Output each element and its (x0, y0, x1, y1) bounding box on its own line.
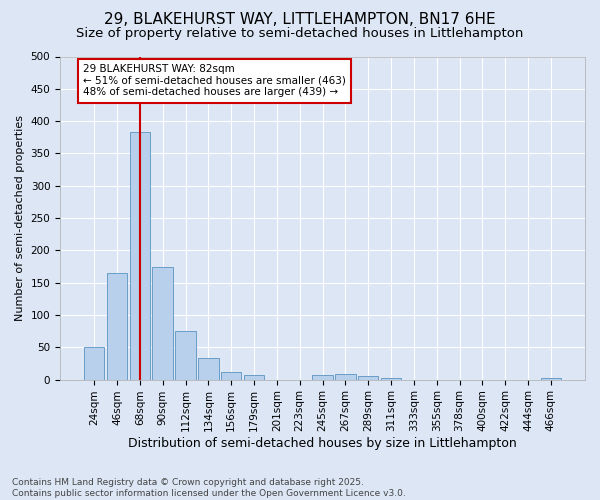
Text: 29, BLAKEHURST WAY, LITTLEHAMPTON, BN17 6HE: 29, BLAKEHURST WAY, LITTLEHAMPTON, BN17 … (104, 12, 496, 28)
Text: Size of property relative to semi-detached houses in Littlehampton: Size of property relative to semi-detach… (76, 28, 524, 40)
Bar (335, 374, 356, 380)
Bar (312, 375, 333, 380)
Bar (198, 358, 218, 380)
Bar (221, 372, 241, 380)
Bar (152, 266, 173, 380)
Bar (381, 378, 401, 380)
Y-axis label: Number of semi-detached properties: Number of semi-detached properties (15, 115, 25, 321)
Bar (107, 273, 127, 380)
Bar (84, 346, 104, 380)
X-axis label: Distribution of semi-detached houses by size in Littlehampton: Distribution of semi-detached houses by … (128, 437, 517, 450)
Bar (175, 331, 196, 380)
Text: 29 BLAKEHURST WAY: 82sqm
← 51% of semi-detached houses are smaller (463)
48% of : 29 BLAKEHURST WAY: 82sqm ← 51% of semi-d… (83, 64, 346, 98)
Text: Contains HM Land Registry data © Crown copyright and database right 2025.
Contai: Contains HM Land Registry data © Crown c… (12, 478, 406, 498)
Bar (130, 132, 150, 380)
Bar (541, 378, 561, 380)
Bar (244, 375, 264, 380)
Bar (358, 376, 379, 380)
